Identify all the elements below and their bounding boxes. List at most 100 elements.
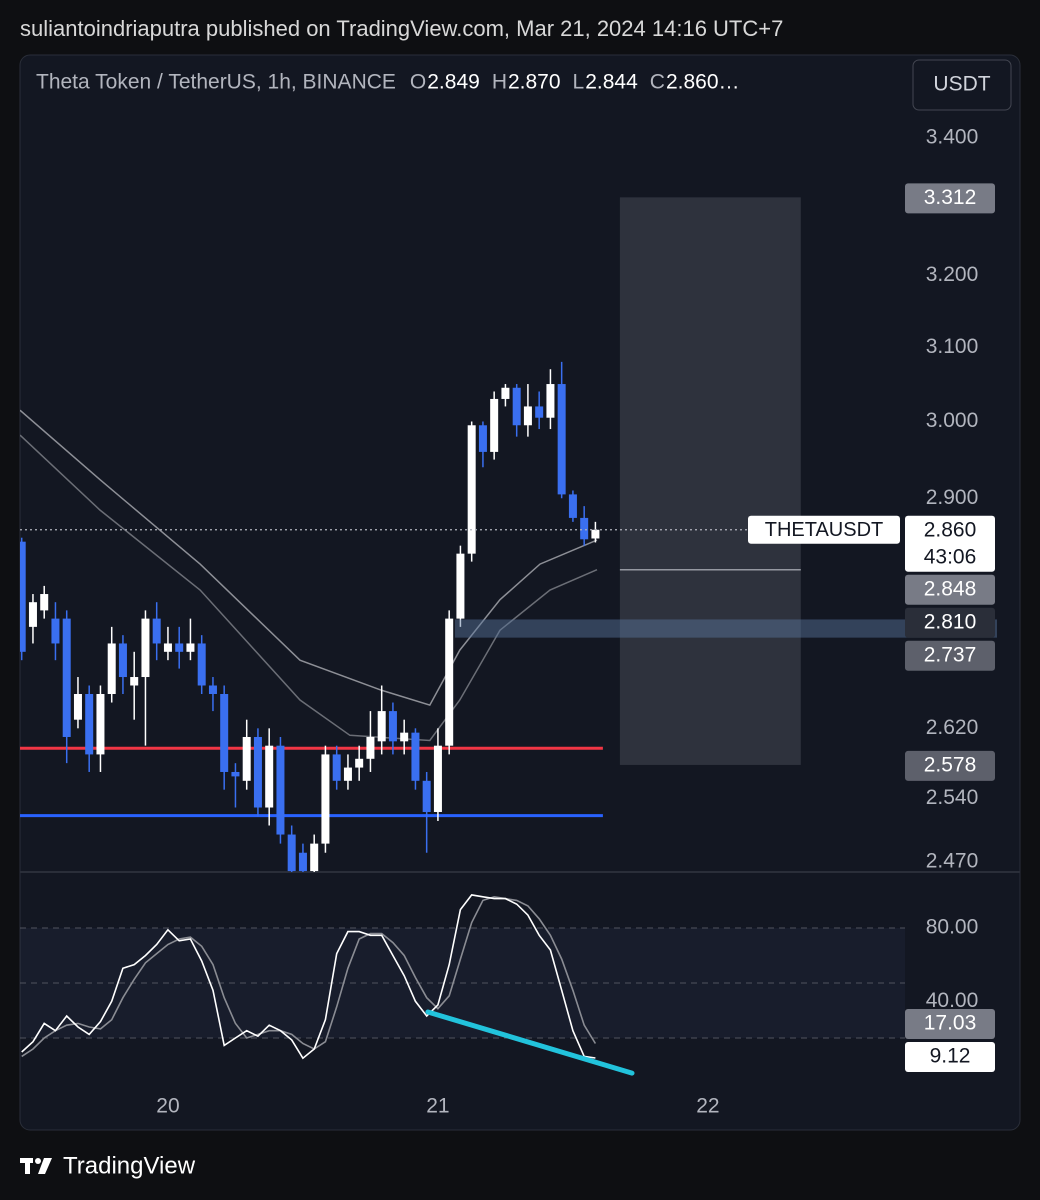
y-tick-label: 3.200	[926, 263, 979, 286]
price-label-box	[905, 1008, 995, 1039]
candle-body	[411, 732, 420, 781]
candle-body	[445, 618, 454, 746]
moving-average	[20, 409, 598, 706]
candle-body	[287, 834, 296, 872]
candle-body	[512, 387, 521, 426]
candle-body	[152, 618, 161, 644]
candle-body	[242, 736, 251, 781]
candle-body	[51, 618, 60, 644]
price-label: 9.12	[930, 1045, 971, 1068]
x-tick-label: 22	[696, 1095, 719, 1118]
currency[interactable]: USDT	[933, 73, 990, 96]
candle-body	[231, 771, 240, 777]
x-tick-label: 20	[156, 1095, 179, 1118]
price-label-box	[905, 515, 995, 572]
brand: TradingView	[63, 1152, 196, 1179]
price-pane	[20, 197, 801, 872]
price-label-box	[905, 750, 995, 781]
y-tick-label: 3.100	[926, 335, 979, 358]
countdown: 43:06	[924, 545, 977, 568]
symbol-tag-box	[748, 515, 900, 544]
logo-shape	[38, 1158, 52, 1174]
candle-body	[456, 553, 465, 619]
candle-body	[253, 736, 262, 808]
candle-body	[400, 732, 409, 742]
candle-body	[388, 711, 397, 742]
candle-body	[186, 643, 195, 652]
y-tick-label: 2.540	[926, 786, 979, 809]
price-label: 2.578	[924, 753, 977, 776]
divergence-line	[425, 1009, 635, 1076]
candle-body	[208, 685, 217, 694]
candle-body	[332, 754, 341, 781]
price-label: 2.860	[924, 518, 977, 541]
ohlc-value: 2.870	[508, 71, 561, 94]
candle-body	[377, 711, 386, 742]
candle-body	[580, 517, 589, 540]
candle-body	[321, 754, 330, 844]
x-tick-label: 21	[426, 1095, 449, 1118]
logo-shape	[35, 1158, 41, 1164]
y-tick-label: 80.00	[926, 916, 979, 939]
candle-body	[298, 852, 307, 872]
candle-body	[175, 643, 184, 652]
candle-body	[501, 387, 510, 399]
candle-body	[197, 643, 206, 686]
candle-body	[490, 398, 499, 452]
candle-body	[163, 643, 172, 652]
price-label: 3.312	[924, 186, 977, 209]
candle-body	[535, 406, 544, 418]
y-tick-label: 3.000	[926, 409, 979, 432]
candle-body	[96, 693, 105, 755]
candle-body	[265, 745, 274, 808]
oscillator-line	[21, 895, 597, 1058]
y-tick-label: 2.620	[926, 716, 979, 739]
publish-line: suliantoindriaputra published on Trading…	[20, 16, 783, 41]
candle-body	[422, 780, 431, 812]
candle-body	[546, 384, 555, 418]
ohlc-value: 2.849	[427, 71, 480, 94]
candle-body	[62, 618, 71, 737]
price-label: 2.848	[924, 577, 977, 600]
candle-body	[276, 745, 285, 835]
symbol-tag: THETAUSDT	[765, 519, 884, 541]
y-tick-label: 3.400	[926, 125, 979, 148]
candle-body	[107, 643, 116, 694]
candle-body	[467, 425, 476, 554]
candle-body	[40, 594, 49, 611]
y-tick-label: 2.900	[926, 486, 979, 509]
price-label: 2.737	[924, 643, 977, 666]
candle-body	[85, 693, 94, 755]
candle-body	[366, 736, 375, 759]
logo-shape	[25, 1158, 30, 1174]
target-zone	[619, 197, 801, 765]
price-label: 2.810	[924, 610, 977, 633]
candle-body	[478, 425, 487, 452]
candle-body	[118, 643, 127, 678]
oscillator-pane	[21, 894, 597, 1060]
logo	[20, 1158, 52, 1174]
candle-body	[141, 618, 150, 678]
candle-body	[523, 406, 532, 426]
ohlc-key: C	[650, 71, 665, 94]
candle-body	[355, 758, 364, 768]
candle-body	[28, 602, 37, 627]
ohlc-key: O	[410, 71, 426, 94]
oscillator-line	[21, 894, 596, 1060]
price-label-box	[905, 607, 995, 638]
candle-body	[130, 677, 139, 686]
ohlc-key: L	[573, 71, 585, 94]
candle-body	[557, 384, 566, 495]
price-label-box	[905, 183, 995, 214]
candle-body	[73, 693, 82, 720]
candle-body	[591, 529, 600, 539]
currency-button[interactable]	[912, 59, 1012, 111]
highlight-band	[454, 619, 997, 638]
ohlc-key: H	[492, 71, 507, 94]
price-label-box	[905, 1041, 995, 1072]
ohlc-value: 2.844	[585, 71, 638, 94]
y-tick-label: 40.00	[926, 989, 979, 1012]
y-tick-label: 2.470	[926, 849, 979, 872]
